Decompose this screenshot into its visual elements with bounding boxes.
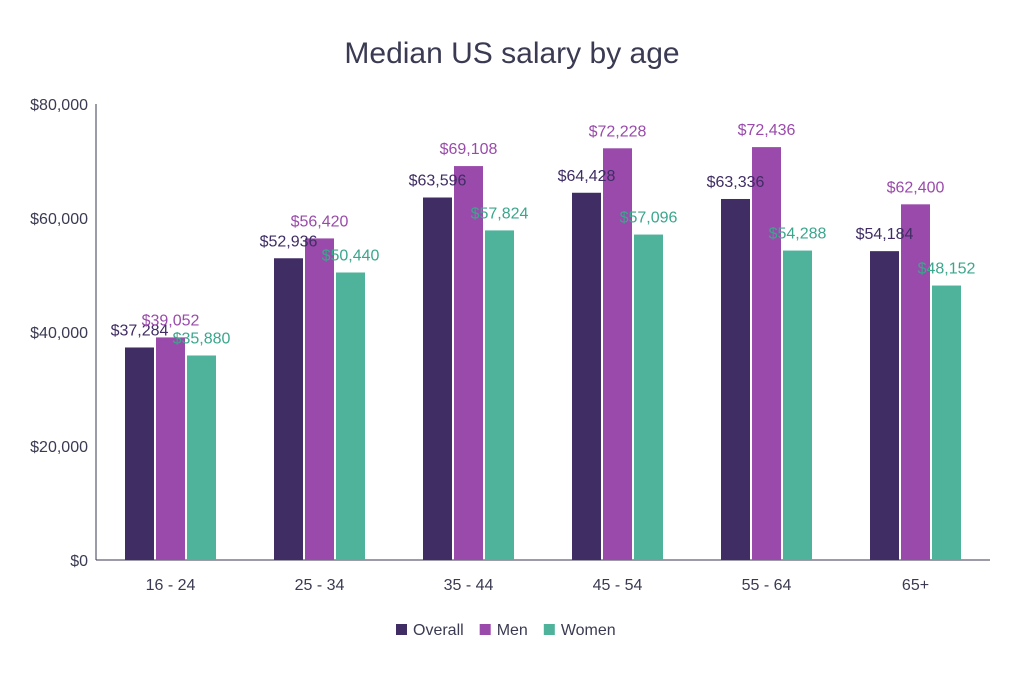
data-labels: $37,284$39,052$35,880 $52,936 $56,420 $50,4…: [111, 122, 976, 347]
x-tick-label: 45 - 54: [593, 577, 643, 594]
legend-item-overall: Overall: [396, 622, 464, 639]
bar-overall: [423, 197, 452, 560]
x-tick-label: 25 - 34: [295, 577, 345, 594]
y-tick-label: $60,000: [30, 211, 88, 228]
data-label-women: $35,880: [173, 330, 231, 347]
data-label-men: $56,420: [291, 213, 349, 230]
legend-item-men: Men: [479, 622, 528, 639]
bar-men: [305, 238, 334, 560]
x-tick-label: 65+: [902, 577, 929, 594]
data-label-men: $72,436: [738, 122, 796, 139]
legend: Overall Men Women: [396, 622, 616, 639]
data-label-overall: $37,284: [111, 322, 169, 339]
bar-overall: [125, 347, 154, 560]
bar-women: [634, 234, 663, 560]
x-tick-label: 16 - 24: [146, 577, 196, 594]
data-label-women: $57,096: [620, 210, 678, 227]
legend-label: Women: [561, 622, 616, 639]
bar-overall: [870, 251, 899, 561]
legend-swatch: [543, 624, 555, 635]
chart-title: Median US salary by age: [344, 37, 679, 70]
data-label-women: $54,288: [769, 226, 827, 243]
bar-overall: [274, 258, 303, 560]
bar-men: [603, 148, 632, 560]
data-label-overall: $63,596: [409, 173, 467, 190]
data-label-women: $50,440: [322, 247, 380, 264]
x-tick-label: 35 - 44: [444, 577, 494, 594]
legend-swatch: [396, 624, 407, 635]
bar-women: [187, 355, 216, 560]
bar-men: [901, 204, 930, 560]
legend-item-women: Women: [543, 622, 616, 639]
y-tick-label: $80,000: [30, 97, 88, 114]
bar-women: [336, 272, 365, 560]
bar-women: [485, 230, 514, 560]
legend-swatch: [479, 624, 491, 635]
y-axis: $0 $20,000 $40,000 $60,000 $80,000: [30, 97, 97, 570]
data-label-overall: $54,184: [856, 226, 914, 243]
bar-men: [156, 337, 185, 560]
bar-overall: [572, 192, 601, 560]
x-axis: 16 - 24 25 - 34 35 - 44 45 - 54 55 - 64 65+: [96, 559, 990, 594]
data-label-overall: $64,428: [558, 168, 616, 185]
data-label-overall: $63,336: [707, 174, 765, 191]
data-label-overall: $52,936: [260, 233, 318, 250]
data-label-men: $62,400: [887, 179, 945, 196]
legend-label: Overall: [413, 622, 464, 639]
data-label-women: $57,824: [471, 205, 529, 222]
bar-men: [752, 147, 781, 560]
bar-women: [932, 285, 961, 560]
data-label-women: $48,152: [918, 261, 976, 278]
bar-men: [454, 166, 483, 560]
x-tick-label: 55 - 64: [742, 577, 792, 594]
y-tick-label: $40,000: [30, 325, 88, 342]
bars: [125, 147, 961, 561]
data-label-men: $39,052: [142, 312, 200, 329]
bar-overall: [721, 198, 750, 560]
data-label-men: $69,108: [440, 141, 498, 158]
y-tick-label: $20,000: [30, 439, 88, 456]
bar-women: [783, 250, 812, 560]
data-label-men: $72,228: [589, 123, 647, 140]
legend-label: Men: [497, 622, 528, 639]
y-tick-label: $0: [70, 553, 88, 570]
